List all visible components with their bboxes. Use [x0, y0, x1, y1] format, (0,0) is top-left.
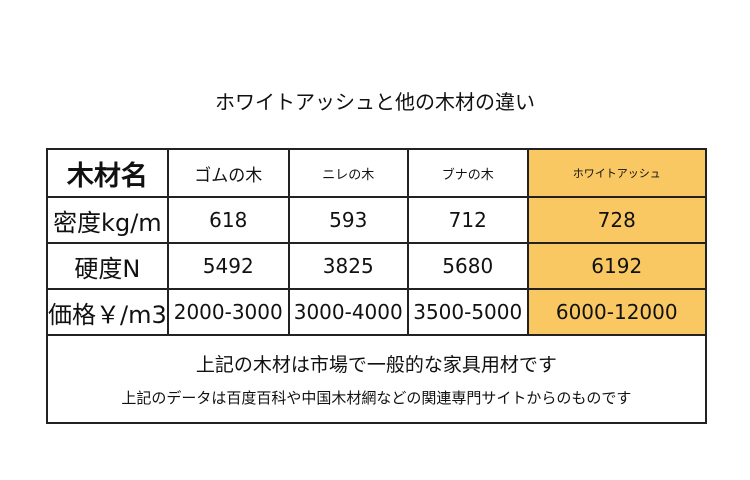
data-cell: 3500-5000	[406, 288, 529, 336]
data-cell: 2000-3000	[166, 288, 290, 336]
row-label: 密度kg/m	[46, 196, 169, 244]
header-cell: ブナの木	[406, 148, 529, 198]
footer-note: 上記のデータは百度百科や中国木材網などの関連専門サイトからのものです	[121, 389, 632, 407]
data-cell: 712	[406, 196, 529, 244]
data-cell: 6192	[526, 242, 707, 290]
data-cell: 618	[166, 196, 290, 244]
header-cell: ホワイトアッシュ	[526, 148, 707, 198]
data-row: 密度kg/m 618 593 712 728	[46, 196, 707, 244]
header-cell: ゴムの木	[166, 148, 290, 198]
footer-cell: 上記の木材は市場で一般的な家具用材です上記のデータは百度百科や中国木材網などの関…	[46, 334, 707, 424]
data-cell: 728	[526, 196, 707, 244]
row-label: 価格￥/m3	[46, 288, 169, 336]
data-cell: 6000-12000	[526, 288, 707, 336]
comparison-table: 木材名 ゴムの木 ニレの木 ブナの木 ホワイトアッシュ 密度kg/m 618 593 712 72…	[46, 148, 707, 424]
header-cell: 木材名	[46, 148, 169, 198]
data-cell: 3000-4000	[287, 288, 409, 336]
footer-row: 上記の木材は市場で一般的な家具用材です上記のデータは百度百科や中国木材網などの関…	[46, 334, 707, 424]
data-row: 価格￥/m3 2000-3000 3000-4000 3500-5000 6000-12…	[46, 288, 707, 336]
data-row: 硬度N 5492 3825 5680 6192	[46, 242, 707, 290]
data-cell: 3825	[287, 242, 409, 290]
data-cell: 593	[287, 196, 409, 244]
data-cell: 5492	[166, 242, 290, 290]
title: ホワイトアッシュと他の木材の違い	[215, 90, 535, 114]
footer-note: 上記の木材は市場で一般的な家具用材です	[195, 354, 557, 376]
header-row: 木材名 ゴムの木 ニレの木 ブナの木 ホワイトアッシュ	[46, 148, 707, 198]
header-cell: ニレの木	[287, 148, 409, 198]
data-cell: 5680	[406, 242, 529, 290]
row-label: 硬度N	[46, 242, 169, 290]
